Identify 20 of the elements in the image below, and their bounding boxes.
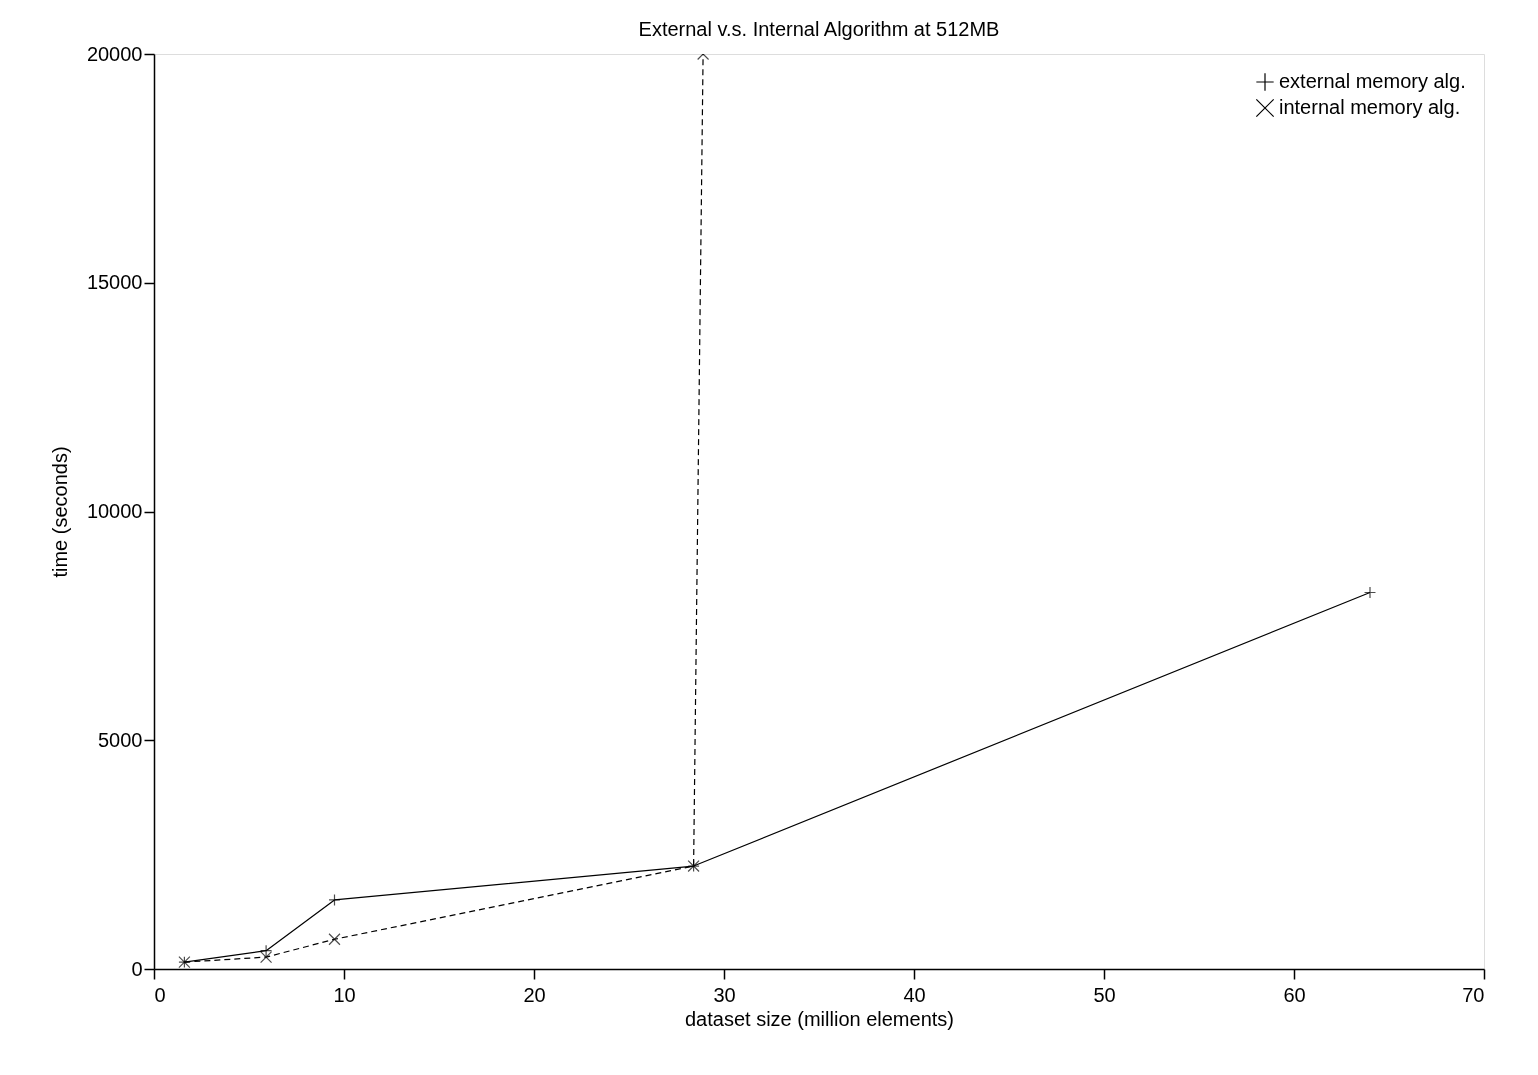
x-tick-label: 70 [1462, 983, 1485, 1006]
y-tick-label: 5000 [98, 728, 143, 751]
y-tick-label: 10000 [86, 500, 143, 522]
y-tick-label: 0 [131, 957, 143, 980]
x-tick-label: 30 [713, 983, 736, 1006]
point [328, 893, 341, 906]
x-tick-label: 50 [1093, 983, 1116, 1006]
y-tick-label: 20000 [86, 42, 143, 65]
y-axis-title: time (seconds) [48, 446, 71, 578]
chart-title: External v.s. Internal Algorithm at 512MB [638, 18, 1000, 40]
x-tick-label: 10 [333, 983, 356, 1006]
x-axis-title: dataset size (million elements) [685, 1007, 954, 1030]
x-tick-label: 60 [1283, 983, 1306, 1006]
x-tick-label: 0 [154, 983, 166, 1006]
point [328, 933, 341, 946]
legend-label: internal memory alg. [1279, 96, 1461, 118]
x-tick-label: 40 [903, 983, 926, 1006]
legend-label: external memory alg. [1279, 70, 1466, 92]
y-tick-label: 15000 [86, 271, 143, 294]
x-tick-label: 20 [523, 983, 546, 1006]
